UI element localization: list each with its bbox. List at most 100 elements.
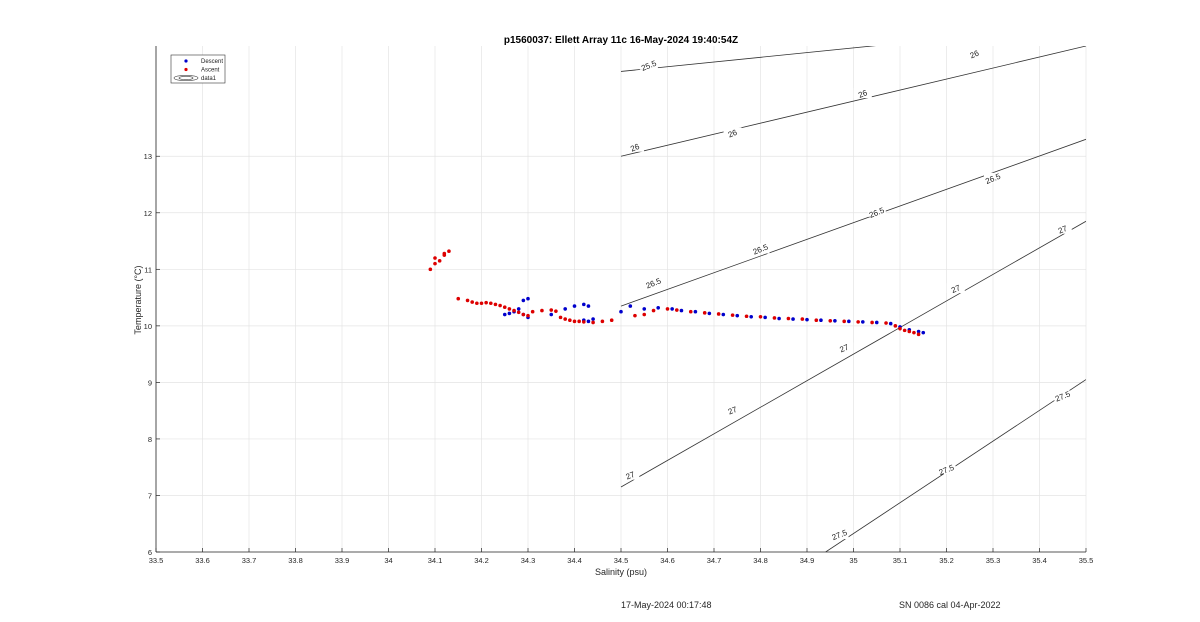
descent-point <box>670 307 674 311</box>
ascent-point <box>642 312 647 317</box>
density-contours: 25.5 26 26 26 26 26.5 26.5 26.5 26.5 27 27 27 27 27 27… <box>620 46 1086 552</box>
x-tick-label: 34.1 <box>428 556 443 565</box>
ascent-point <box>907 329 912 334</box>
ascent-point <box>842 319 846 324</box>
x-tick-label: 33.9 <box>335 556 350 565</box>
legend-contour-label: data1 <box>201 76 217 82</box>
contour-label: 26 <box>625 142 644 154</box>
descent-point <box>735 313 740 318</box>
x-tick-label: 35.2 <box>939 556 954 565</box>
contour-label: 26 <box>853 88 872 100</box>
contour-line-27 <box>620 220 1086 488</box>
ascent-point <box>428 267 433 272</box>
ascent-point <box>591 320 595 325</box>
descent-point <box>586 304 591 308</box>
x-tick-label: 35 <box>849 556 857 565</box>
descent-point <box>916 329 921 334</box>
grid <box>155 46 1087 553</box>
descent-point <box>586 319 591 324</box>
contour-label-text: 27 <box>950 283 962 295</box>
y-tick-label: 8 <box>148 435 152 444</box>
contour-label: 26.5 <box>644 276 663 291</box>
descent-point <box>874 320 879 325</box>
y-axis-label: Temperature (°C) <box>133 265 143 334</box>
ascent-point <box>609 318 614 323</box>
ascent-point <box>540 308 544 313</box>
ascent-point <box>675 308 679 312</box>
descent-point <box>507 311 512 316</box>
x-tick-label: 35.3 <box>986 556 1001 565</box>
descent-point <box>693 309 698 314</box>
descent-point <box>549 312 554 317</box>
y-tick-label: 6 <box>148 548 152 557</box>
ascent-point <box>870 320 874 325</box>
ascent-point <box>572 319 577 324</box>
y-tick-label: 11 <box>144 265 152 274</box>
y-tick-label: 9 <box>148 378 152 387</box>
x-tick-label: 34.8 <box>753 556 768 565</box>
contour-label: 27 <box>835 342 854 354</box>
ascent-point <box>758 315 763 319</box>
ascent-point <box>479 301 484 306</box>
contour-label-text: 26 <box>857 88 869 100</box>
descent-point <box>628 304 633 308</box>
descent-point <box>582 302 586 307</box>
contour-label: 26.5 <box>867 205 886 220</box>
ascent-point <box>856 320 860 324</box>
ascent-point <box>563 317 567 321</box>
descent-point <box>707 311 712 316</box>
ascent-point <box>447 249 451 254</box>
contour-label-text: 27 <box>624 470 636 482</box>
legend-ascent-label: Ascent <box>201 68 220 74</box>
x-tick-label: 33.5 <box>149 556 164 565</box>
y-tick-label: 10 <box>144 322 152 331</box>
y-tick-label: 13 <box>144 152 152 161</box>
ascent-point <box>507 307 512 311</box>
descent-point <box>819 318 823 323</box>
descent-point <box>502 312 507 317</box>
x-tick-label: 34 <box>384 556 392 565</box>
ascent-point <box>484 300 488 305</box>
contour-label-text: 26 <box>969 48 981 60</box>
ascent-point <box>744 314 749 319</box>
ascent-point <box>502 305 507 309</box>
x-tick-label: 34.6 <box>660 556 675 565</box>
x-tick-label: 33.7 <box>242 556 257 565</box>
ascent-point <box>521 312 526 317</box>
legend-ascent-marker <box>184 67 188 72</box>
x-axis-label: Salinity (psu) <box>595 567 647 577</box>
contour-label: 27.5 <box>937 463 956 477</box>
ascent-point <box>577 319 581 324</box>
descent-point <box>656 305 660 310</box>
contour-line-26-5 <box>620 138 1086 307</box>
descent-point <box>763 315 767 320</box>
ascent-point <box>442 251 447 256</box>
descent-point <box>619 309 623 314</box>
ascent-point <box>554 309 558 313</box>
descent-point <box>572 304 577 308</box>
ascent-point <box>898 326 902 331</box>
ascent-point <box>786 316 791 321</box>
ascent-point <box>772 316 777 320</box>
ascent-point <box>433 261 437 266</box>
contour-label-text: 27 <box>727 405 739 417</box>
descent-point <box>791 317 795 321</box>
legend-contour-marker <box>173 75 199 82</box>
ascent-point <box>633 313 637 318</box>
ascent-point <box>828 318 833 323</box>
contour-label-text: 27 <box>838 342 850 354</box>
descent-point <box>679 308 684 313</box>
x-tick-label: 34.3 <box>521 556 536 565</box>
contour-label: 27.5 <box>1053 389 1072 404</box>
footer-timestamp: 17-May-2024 00:17:48 <box>621 600 712 610</box>
contour-label-text: 26 <box>629 142 641 154</box>
data-points <box>428 249 926 337</box>
footer-calibration: SN 0086 cal 04-Apr-2022 <box>899 600 1001 610</box>
ascent-point <box>730 313 735 317</box>
legend-descent-label: Descent <box>201 59 223 65</box>
ascent-point <box>702 311 707 315</box>
descent-point <box>847 319 851 324</box>
ascent-point <box>568 318 572 323</box>
axes: 33.5 33.6 33.7 33.8 33.9 34 34.1 34.2 34.3 34.4 34… <box>144 46 1093 565</box>
